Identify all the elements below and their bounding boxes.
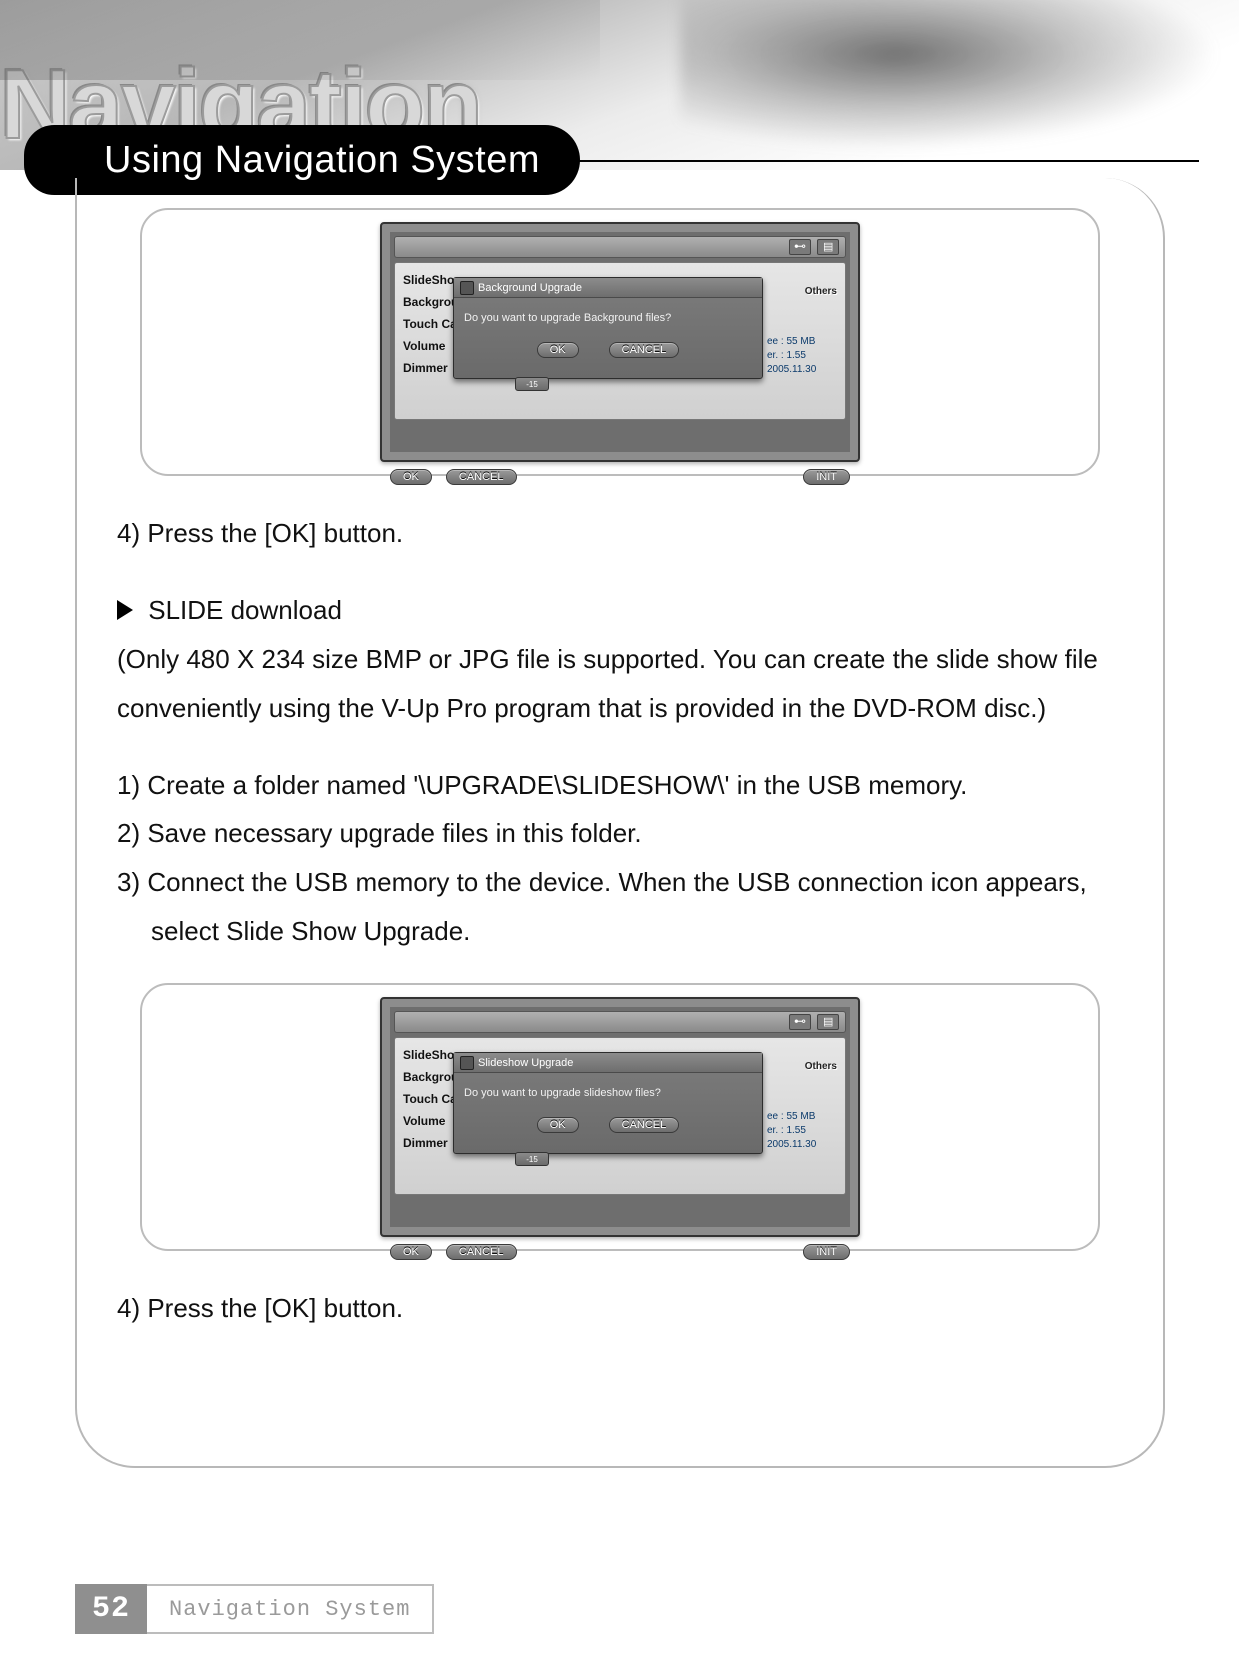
dialog-title: Slideshow Upgrade bbox=[454, 1053, 762, 1073]
step-1: 1) Create a folder named '\UPGRADE\SLIDE… bbox=[117, 764, 1123, 807]
info-free: ee : 55 MB bbox=[767, 335, 837, 349]
content-card: SlideShow Backgrou Touch Ca Volume Dimme… bbox=[75, 178, 1165, 1468]
info-date: 2005.11.30 bbox=[767, 1138, 837, 1152]
usb-icon bbox=[789, 239, 811, 255]
device-right-info: Others ee : 55 MB er. : 1.55 2005.11.30 bbox=[767, 335, 837, 377]
device-right-info: Others ee : 55 MB er. : 1.55 2005.11.30 bbox=[767, 1110, 837, 1152]
info-date: 2005.11.30 bbox=[767, 363, 837, 377]
sd-icon bbox=[817, 1014, 839, 1030]
dialog-cancel-button[interactable]: CANCEL bbox=[609, 342, 680, 358]
others-label: Others bbox=[805, 1060, 837, 1074]
step-3: 3) Connect the USB memory to the device.… bbox=[117, 861, 1123, 904]
info-ver: er. : 1.55 bbox=[767, 1124, 837, 1138]
slide-note-line1: (Only 480 X 234 size BMP or JPG file is … bbox=[117, 638, 1123, 681]
device-screen-1: SlideShow Backgrou Touch Ca Volume Dimme… bbox=[380, 222, 860, 462]
triangle-bullet-icon bbox=[117, 600, 133, 620]
slide-download-heading: SLIDE download bbox=[117, 589, 1123, 632]
dialog-ok-button[interactable]: OK bbox=[537, 1117, 579, 1133]
screenshot-frame-2: SlideShow Backgrou Touch Ca Volume Dimme… bbox=[140, 983, 1100, 1251]
bottom-cancel-button[interactable]: CANCEL bbox=[446, 1244, 517, 1260]
bottom-ok-button[interactable]: OK bbox=[390, 469, 432, 485]
sd-icon bbox=[817, 239, 839, 255]
dialog-cancel-button[interactable]: CANCEL bbox=[609, 1117, 680, 1133]
device-body: SlideShow Backgrou Touch Ca Volume Dimme… bbox=[394, 262, 846, 420]
step-4b: 4) Press the [OK] button. bbox=[117, 1287, 1123, 1330]
upgrade-dialog: Background Upgrade Do you want to upgrad… bbox=[453, 277, 763, 379]
dialog-message: Do you want to upgrade Background files? bbox=[454, 298, 762, 330]
bottom-ok-button[interactable]: OK bbox=[390, 1244, 432, 1260]
bottom-cancel-button[interactable]: CANCEL bbox=[446, 469, 517, 485]
info-free: ee : 55 MB bbox=[767, 1110, 837, 1124]
bottom-init-button[interactable]: INIT bbox=[803, 469, 850, 485]
instruction-text-2: 4) Press the [OK] button. bbox=[117, 1287, 1123, 1330]
device-bottom-bar: OK CANCEL INIT bbox=[390, 466, 850, 488]
step-2: 2) Save necessary upgrade files in this … bbox=[117, 812, 1123, 855]
screenshot-frame-1: SlideShow Backgrou Touch Ca Volume Dimme… bbox=[140, 208, 1100, 476]
slide-note-line2: conveniently using the V-Up Pro program … bbox=[117, 687, 1123, 730]
device-body: SlideShow Backgrou Touch Ca Volume Dimme… bbox=[394, 1037, 846, 1195]
dialog-title: Background Upgrade bbox=[454, 278, 762, 298]
device-screen-2: SlideShow Backgrou Touch Ca Volume Dimme… bbox=[380, 997, 860, 1237]
others-label: Others bbox=[805, 285, 837, 299]
step-4a: 4) Press the [OK] button. bbox=[117, 512, 1123, 555]
page-number: 52 bbox=[75, 1584, 147, 1634]
instruction-text: 4) Press the [OK] button. SLIDE download… bbox=[117, 512, 1123, 953]
usb-icon bbox=[789, 1014, 811, 1030]
dialog-ok-button[interactable]: OK bbox=[537, 342, 579, 358]
slide-download-label: SLIDE download bbox=[148, 595, 342, 625]
bottom-init-button[interactable]: INIT bbox=[803, 1244, 850, 1260]
step-3b: select Slide Show Upgrade. bbox=[117, 910, 1123, 953]
info-ver: er. : 1.55 bbox=[767, 349, 837, 363]
section-rule bbox=[560, 160, 1199, 162]
footer-label: Navigation System bbox=[147, 1584, 434, 1634]
section-title: Using Navigation System bbox=[104, 139, 540, 182]
mini-indicator: -15 bbox=[515, 1152, 549, 1166]
upgrade-dialog: Slideshow Upgrade Do you want to upgrade… bbox=[453, 1052, 763, 1154]
device-topbar bbox=[394, 236, 846, 258]
page-footer: 52 Navigation System bbox=[75, 1584, 434, 1634]
device-bottom-bar: OK CANCEL INIT bbox=[390, 1241, 850, 1263]
dialog-message: Do you want to upgrade slideshow files? bbox=[454, 1073, 762, 1105]
mini-indicator: -15 bbox=[515, 377, 549, 391]
device-topbar bbox=[394, 1011, 846, 1033]
